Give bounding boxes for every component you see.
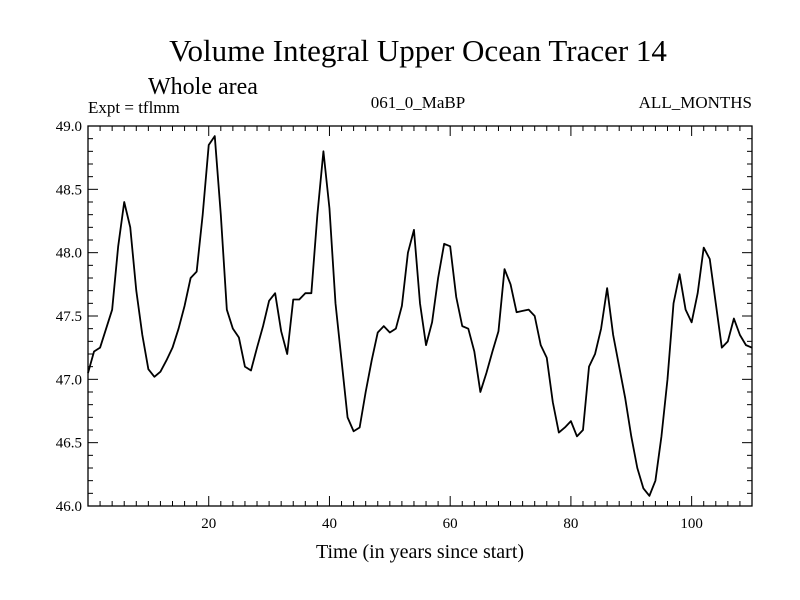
y-tick-label: 49.0 <box>56 119 82 135</box>
plot-frame <box>87 125 753 507</box>
x-tick-label: 100 <box>680 516 703 532</box>
y-tick-label: 48.5 <box>56 182 82 198</box>
x-tick-label: 40 <box>322 516 337 532</box>
y-tick-label: 46.0 <box>56 499 82 515</box>
months-label: ALL_MONTHS <box>639 93 752 112</box>
y-tick-label: 47.0 <box>56 372 82 388</box>
y-tick-label: 46.5 <box>56 436 82 452</box>
experiment-label: Expt = tflmm <box>88 98 180 117</box>
x-tick-label: 60 <box>443 516 458 532</box>
chart-subtitle: Whole area <box>148 74 258 100</box>
chart-title: Volume Integral Upper Ocean Tracer 14 <box>169 33 667 68</box>
y-tick-label: 47.5 <box>56 309 82 325</box>
y-axis-ticks: 46.0 46.5 47.0 47.5 48.0 48.5 49.0 <box>56 119 752 515</box>
x-tick-label: 80 <box>563 516 578 532</box>
run-id-label: 061_0_MaBP <box>371 93 465 112</box>
series-line <box>87 135 753 497</box>
x-tick-label: 20 <box>201 516 216 532</box>
x-axis-label: Time (in years since start) <box>316 541 524 563</box>
x-axis-ticks: 20 40 60 80 100 <box>99 126 741 532</box>
y-tick-label: 48.0 <box>56 246 82 262</box>
